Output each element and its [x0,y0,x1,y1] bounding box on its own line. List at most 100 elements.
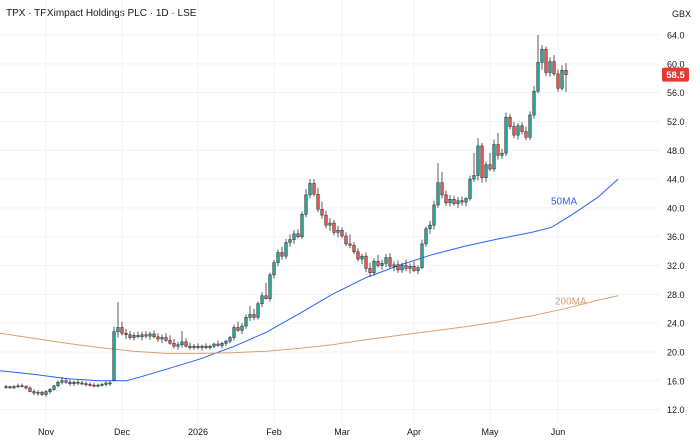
candle-down [440,182,444,196]
candle [112,326,116,382]
y-tick-label: 36.0 [667,232,685,242]
candle-up [208,345,212,348]
candle-up [140,334,144,338]
candle-up [56,381,60,387]
candle [252,308,256,321]
y-tick-label: 52.0 [667,117,685,127]
candle-down [8,386,12,389]
candle-up [228,337,232,342]
candle-up [456,200,460,204]
candle [564,63,568,92]
candle-up [448,198,452,204]
candle [292,230,296,244]
candle-up [100,384,104,386]
candle-down [340,229,344,237]
candle [196,343,200,350]
candle-up [52,385,56,390]
candle [336,225,340,238]
candle [508,114,512,130]
candle [120,321,124,336]
candle-up [148,333,152,337]
candle [500,148,504,159]
candle [80,380,84,386]
candle [560,65,564,91]
candle [36,390,40,396]
candle-down [108,382,112,385]
y-tick-label: 44.0 [667,175,685,185]
candle-up [260,295,264,304]
candle-down [168,340,172,344]
candle [76,380,80,386]
candle-down [196,345,200,348]
candle-up [220,343,224,346]
candle-up [528,114,532,138]
candlesticks [4,35,568,397]
candle-up [304,194,308,215]
candle [408,263,412,274]
candle [476,138,480,181]
candle [276,249,280,267]
candle [540,45,544,70]
candle [176,341,180,350]
candle [512,122,516,139]
candle-up [268,274,272,299]
candle [136,331,140,339]
candle-up [244,317,248,327]
candle-down [32,391,36,394]
candle [384,253,388,267]
candle-down [236,327,240,331]
candle-down [216,343,220,346]
candle-down [84,383,88,385]
y-tick-label: 20.0 [667,347,685,357]
candle [352,241,356,254]
candle [60,377,64,385]
candle-up [500,152,504,156]
candle [444,190,448,206]
candle [152,330,156,339]
candle [280,246,284,260]
ma50-line [0,178,619,382]
candle [348,234,352,249]
currency-button[interactable]: GBX [671,9,691,19]
candle-up [292,233,296,240]
candle-down [376,260,380,266]
candle [20,383,24,388]
candle-up [560,70,564,89]
candle-down [316,193,320,210]
candle [168,335,172,345]
candle [480,143,484,183]
candle [448,194,452,207]
x-tick-label: Jun [551,427,566,437]
candle-down [128,334,132,338]
candle-up [284,242,288,257]
candle [496,132,500,160]
candle [304,189,308,218]
candle-down [356,251,360,260]
candle [468,175,472,201]
candle [320,201,324,219]
candle [312,179,316,197]
candle [536,35,540,94]
candle-down [252,314,256,318]
candle-down [68,381,72,384]
candle-down [396,264,400,271]
candle [284,238,288,260]
candle-up [432,204,436,226]
candle [232,324,236,341]
x-tick-label: May [481,427,499,437]
y-tick-label: 40.0 [667,203,685,213]
chart-grid [0,0,660,422]
candle [156,333,160,342]
candle-down [404,265,408,269]
candle-down [544,49,548,73]
candle [216,340,220,347]
x-tick-label: Mar [334,427,350,437]
candle-up [72,381,76,384]
candle-down [496,144,500,156]
candle-down [480,145,484,178]
candle-up [224,340,228,344]
candle [256,301,260,320]
candle-up [360,255,364,260]
candle-down [156,336,160,340]
